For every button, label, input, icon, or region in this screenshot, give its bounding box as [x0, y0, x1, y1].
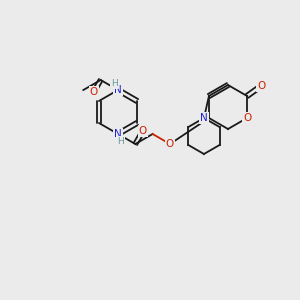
Text: O: O	[166, 139, 174, 149]
Text: O: O	[90, 87, 98, 97]
Text: N: N	[114, 129, 122, 139]
Text: N: N	[200, 113, 208, 123]
Text: H: H	[118, 136, 124, 146]
Text: O: O	[139, 126, 147, 136]
Text: H: H	[111, 80, 117, 88]
Text: O: O	[243, 113, 251, 123]
Text: O: O	[257, 81, 265, 91]
Text: N: N	[114, 85, 122, 95]
